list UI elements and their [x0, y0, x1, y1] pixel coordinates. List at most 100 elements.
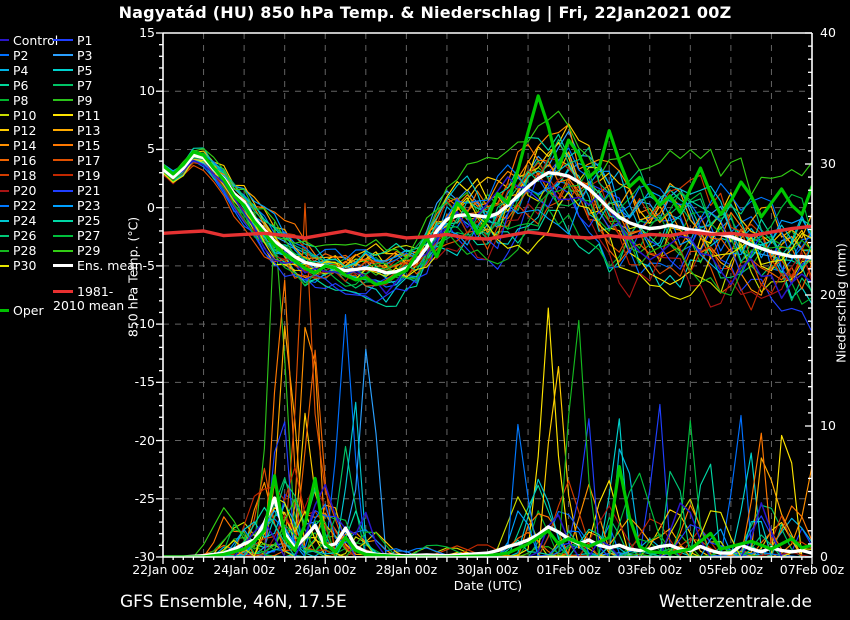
legend-swatch: [53, 189, 73, 192]
climate-mean-line: [163, 224, 812, 241]
legend-item: P28: [0, 243, 36, 258]
date-tick-label: 05Feb 00z: [698, 562, 764, 577]
legend-swatch: [0, 249, 9, 252]
date-tick-label: 30Jan 00z: [456, 562, 519, 577]
legend-label: P2: [13, 47, 29, 63]
precip-tick-label: 10: [820, 418, 836, 433]
temp-axis-title: 850 hPa Temp. (°C): [125, 216, 141, 338]
precip-tick-label: 30: [820, 156, 836, 171]
plot-axes: [156, 32, 813, 564]
date-tick-label: 01Feb 00z: [536, 562, 601, 577]
legend-label: P27: [77, 228, 101, 244]
legend-label: P20: [13, 183, 37, 198]
legend-label: P9: [77, 92, 93, 108]
date-tick-label: 22Jan 00z: [132, 562, 194, 577]
legend-label: P6: [13, 77, 29, 93]
precip-tick-label: 0: [820, 549, 828, 564]
legend-item: P6: [0, 78, 29, 93]
legend-label: P19: [77, 167, 101, 183]
legend-label: P18: [13, 167, 37, 183]
temp-tick-label: 0: [147, 199, 155, 215]
legend-item: P27: [53, 228, 100, 243]
legend-item: P12: [0, 123, 36, 138]
legend-label: P1: [77, 32, 93, 48]
date-tick-label: 03Feb 00z: [617, 562, 682, 577]
legend-item: P17: [53, 153, 100, 168]
control-member-line: [163, 159, 812, 557]
legend-swatch: [0, 54, 9, 57]
legend-item: P23: [53, 198, 100, 213]
legend-swatch: [53, 39, 73, 41]
legend-swatch: [0, 204, 9, 207]
temp-tick-label: -20: [134, 432, 155, 448]
legend-swatch: [0, 69, 9, 72]
legend-swatch: [0, 144, 9, 147]
legend-swatch: [0, 174, 9, 177]
legend-swatch: [53, 204, 73, 207]
legend-item: Control: [0, 33, 58, 48]
legend-swatch: [53, 99, 73, 102]
temp-tick-label: 15: [139, 25, 155, 40]
legend-label: P30: [13, 258, 37, 274]
temp-tick-label: -25: [134, 490, 155, 506]
legend-swatch: [0, 129, 9, 132]
legend-swatch: [0, 264, 9, 267]
legend-item: P16: [0, 153, 36, 168]
legend-item: P8: [0, 93, 29, 108]
date-tick-label: 24Jan 00z: [213, 562, 275, 577]
site-credit-label: Wetterzentrale.de: [658, 592, 812, 612]
legend-swatch: [53, 129, 73, 132]
legend-item: P9: [53, 93, 93, 108]
legend-swatch: [53, 289, 73, 293]
legend-item: 1981-2010 mean: [53, 284, 131, 312]
legend-label: P14: [13, 137, 37, 153]
legend-item: P15: [53, 138, 100, 153]
legend-label: Control: [13, 32, 59, 48]
legend-item: Oper: [0, 303, 44, 318]
legend-swatch: [53, 264, 73, 268]
plot-gridlines: [163, 33, 812, 557]
legend-label: P7: [77, 77, 93, 93]
legend-item: P19: [53, 168, 100, 183]
legend-item: P20: [0, 183, 36, 198]
legend-swatch: [0, 159, 9, 162]
legend-label: P4: [13, 62, 29, 78]
legend-swatch: [53, 174, 73, 177]
legend-swatch: [53, 249, 73, 252]
precip-axis-title: Niederschlag (mm): [833, 243, 849, 363]
legend-label: P3: [77, 47, 93, 63]
date-tick-label: 28Jan 00z: [375, 562, 438, 577]
precip-tick-label: 40: [820, 25, 836, 40]
legend-item: P11: [53, 108, 100, 123]
legend-swatch: [0, 189, 9, 192]
legend-swatch: [0, 114, 9, 117]
legend-label: P10: [13, 107, 37, 123]
legend-label: P13: [77, 122, 101, 138]
legend-item: P1: [53, 33, 93, 48]
precip-tick-label: 20: [820, 287, 836, 302]
legend-swatch: [0, 309, 9, 312]
legend-swatch: [53, 54, 73, 57]
legend-label: P11: [77, 107, 101, 123]
legend-swatch: [53, 219, 73, 222]
legend-label: P24: [13, 213, 37, 229]
legend-item: P10: [0, 108, 36, 123]
temp-tick-label: -5: [142, 257, 155, 273]
temp-tick-label: -15: [134, 374, 155, 390]
legend-swatch: [0, 99, 9, 102]
legend-item: P2: [0, 48, 29, 63]
legend-label: 1981-2010 mean: [53, 283, 125, 313]
legend-swatch: [53, 159, 73, 162]
legend-swatch: [53, 84, 73, 87]
legend-item: P25: [53, 213, 100, 228]
legend-label: P16: [13, 152, 37, 168]
legend-item: P26: [0, 228, 36, 243]
legend-label: Oper: [13, 303, 44, 318]
legend-item: P21: [53, 183, 100, 198]
temp-tick-label: -30: [134, 549, 155, 564]
legend-item: P18: [0, 168, 36, 183]
model-info-label: GFS Ensemble, 46N, 17.5E: [120, 592, 347, 612]
legend-label: P26: [13, 228, 37, 244]
